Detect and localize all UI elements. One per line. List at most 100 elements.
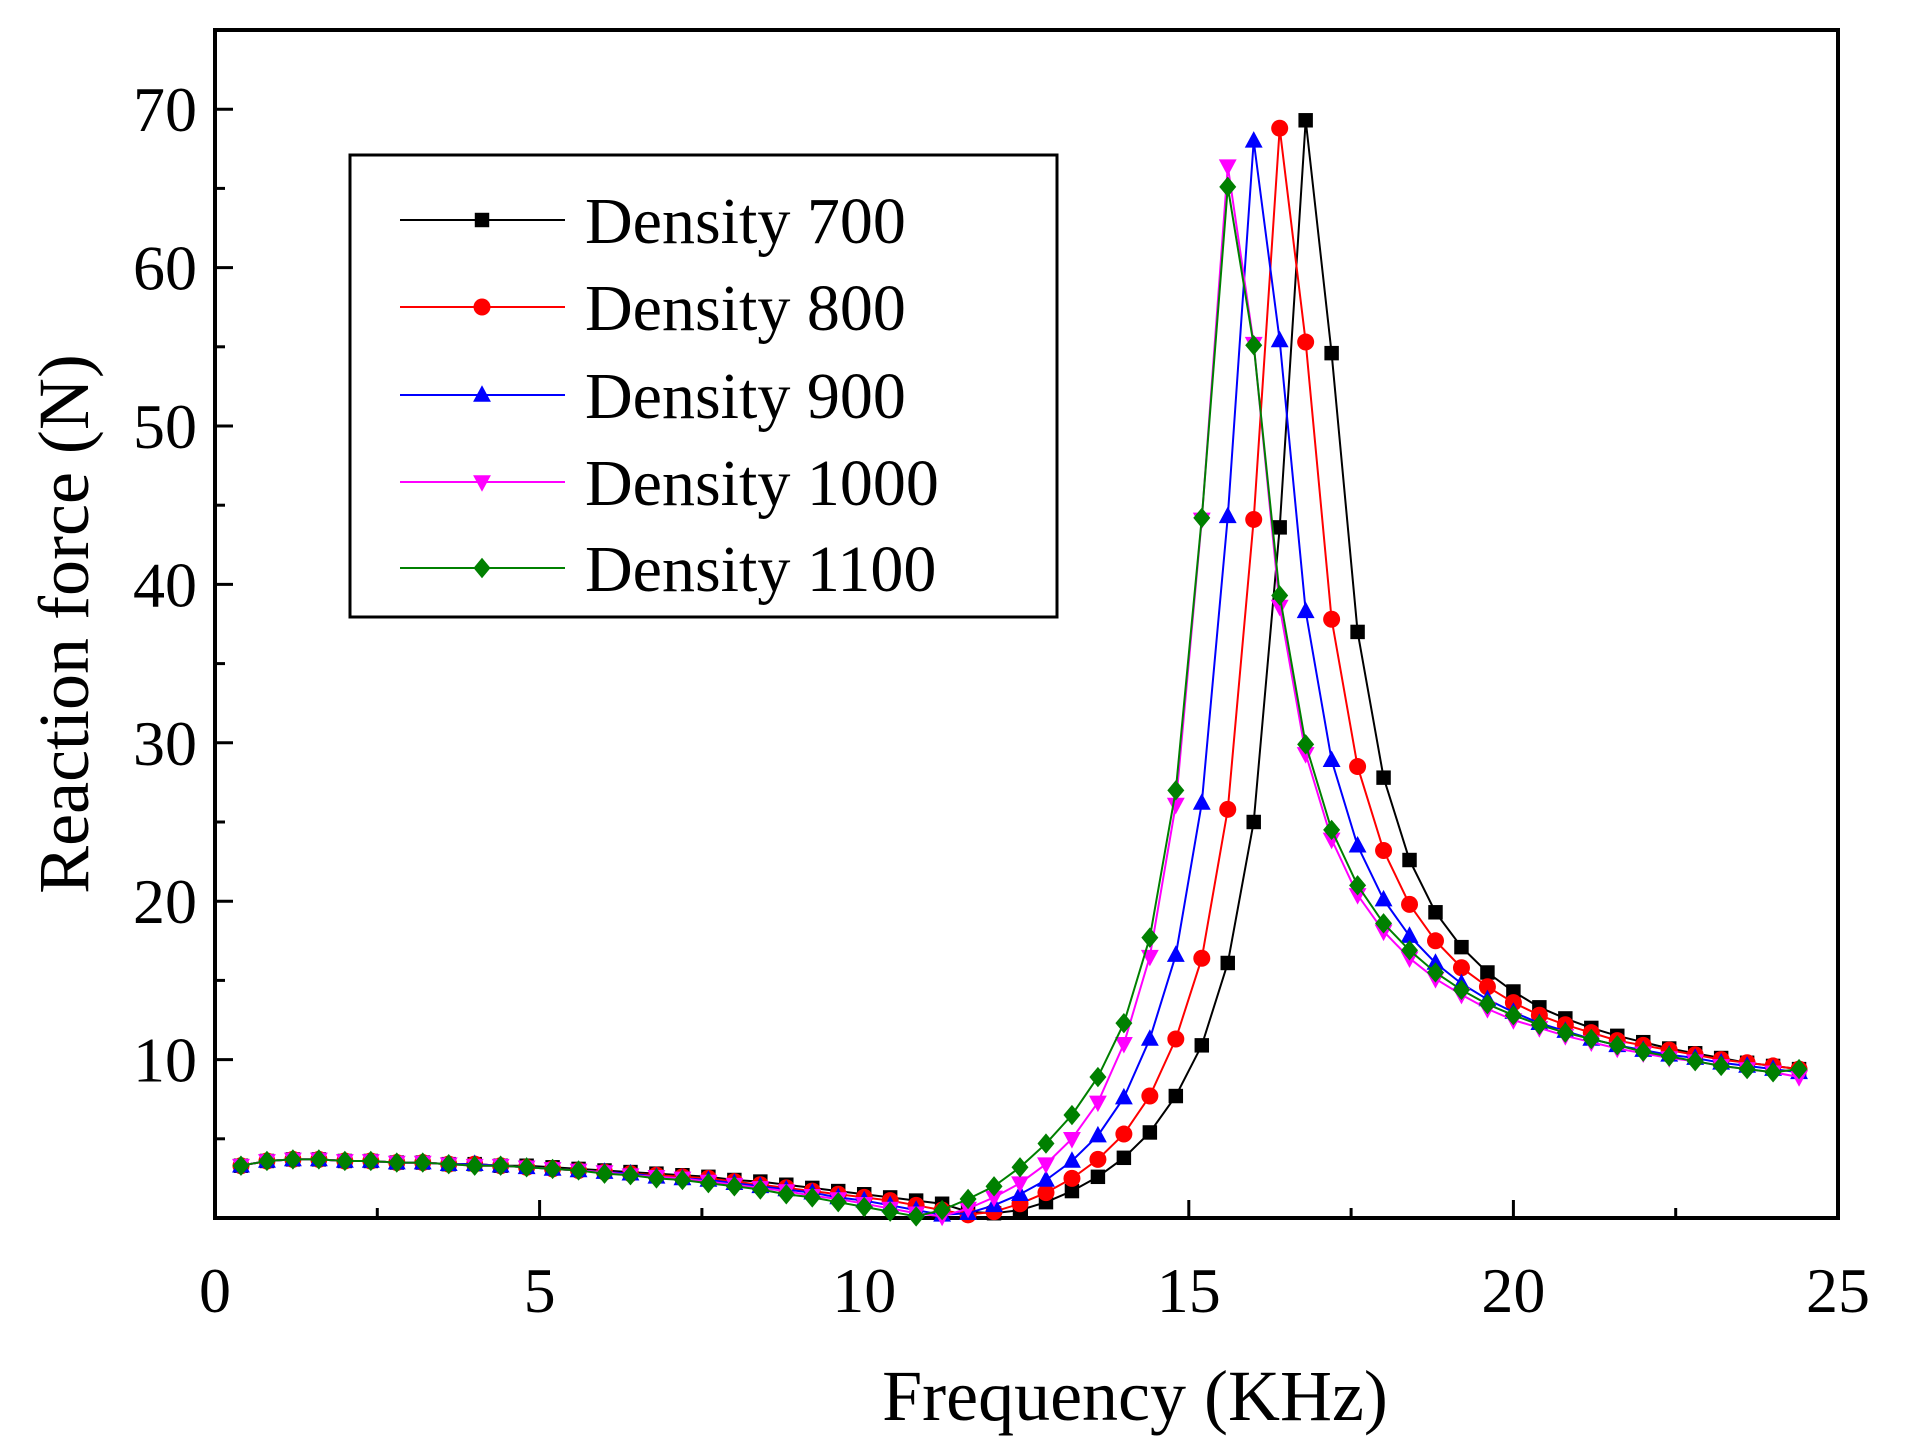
y-tick-label: 30 [133,708,197,779]
data-point [1090,1169,1106,1185]
data-point [881,1201,899,1222]
data-point [1037,1157,1055,1174]
data-point [1218,159,1237,176]
data-point [647,1168,665,1189]
y-tick-label: 40 [133,549,197,620]
data-point [1712,1055,1730,1077]
data-point [1350,624,1365,640]
data-point [1400,926,1419,943]
data-point [414,1152,432,1173]
data-point [1504,1005,1522,1026]
data-point [1297,734,1315,755]
x-tick-label: 5 [524,1255,556,1326]
data-point [1063,1104,1081,1126]
data-point [1452,959,1470,977]
legend-item: Density 800 [400,272,906,345]
data-point [1348,835,1367,853]
data-point [1140,1029,1159,1046]
y-tick-label: 60 [133,233,197,304]
legend-label: Density 700 [585,185,906,258]
data-point [1323,610,1341,628]
data-point [1011,1176,1029,1193]
data-point [388,1152,406,1173]
data-point [1296,747,1315,764]
x-tick-label: 20 [1481,1255,1545,1326]
data-point [959,1188,977,1210]
data-point [1270,599,1289,617]
data-point [1166,797,1185,815]
data-point [1764,1062,1782,1083]
data-point [466,1155,484,1176]
data-point [596,1163,614,1184]
data-point [1193,949,1211,967]
data-point [1660,1046,1678,1067]
data-point [1322,832,1341,850]
legend-marker [473,475,491,492]
data-point [1375,913,1393,934]
data-point [544,1158,562,1180]
data-point [1220,955,1235,971]
x-tick-labels: 0 5 10 15 20 25 [199,1255,1870,1326]
data-point [1218,506,1237,524]
data-point [1219,800,1237,818]
data-point [1167,780,1185,801]
data-point [1426,953,1445,970]
legend-label: Density 800 [585,272,906,345]
data-point [985,1176,1003,1197]
data-point [1480,965,1495,980]
data-point [284,1149,302,1170]
data-point [1686,1050,1704,1072]
legend-item: Density 1100 [400,533,936,606]
data-point [1193,507,1211,529]
data-point [1376,770,1391,785]
data-point [1037,1133,1055,1154]
legend-marker [473,557,491,579]
data-point [1142,1125,1158,1140]
data-point [1141,927,1159,948]
data-point [907,1206,925,1227]
data-point [1454,939,1469,955]
data-point [1114,1036,1133,1054]
data-point [362,1150,380,1172]
data-point [1426,962,1444,983]
data-point [1064,1183,1080,1199]
data-point [1297,333,1315,351]
data-point [1192,793,1211,810]
series-layer [232,113,1808,1227]
data-point [1219,176,1237,198]
data-point [1168,1088,1184,1104]
y-tick-label: 50 [133,391,197,462]
legend: Density 700 Density 800 Density 900 Density… [348,153,1059,619]
data-point [933,1199,951,1221]
data-point [621,1165,639,1186]
data-point [1089,1066,1107,1088]
data-point [1634,1041,1652,1062]
data-point [1324,345,1339,361]
data-point [1428,905,1443,920]
data-point [673,1169,691,1191]
data-point [1271,119,1289,137]
data-point [1037,1170,1055,1187]
data-point [1790,1058,1808,1080]
data-point [1063,1132,1081,1149]
data-point [829,1191,847,1213]
legend-label: Density 1000 [585,447,939,520]
data-point [1088,1095,1107,1113]
data-point [1556,1022,1574,1043]
legend-item: Density 900 [400,360,906,433]
legend-items: Density 700 Density 800 Density 900 Density… [400,185,939,606]
data-point [1298,113,1313,128]
data-point [725,1176,743,1197]
data-point [1375,842,1393,860]
legend-marker [473,385,491,402]
legend-label: Density 1100 [585,533,936,606]
x-tick-label: 0 [199,1255,231,1326]
x-tick-label: 10 [832,1255,896,1326]
data-point [699,1172,717,1194]
data-point [1245,510,1263,528]
y-tick-labels: 10 20 30 40 50 60 70 [133,74,197,1095]
series-density-1100 [232,176,1808,1227]
data-point [1141,1087,1159,1105]
data-point [1063,1169,1081,1187]
legend-item: Density 700 [400,185,906,258]
